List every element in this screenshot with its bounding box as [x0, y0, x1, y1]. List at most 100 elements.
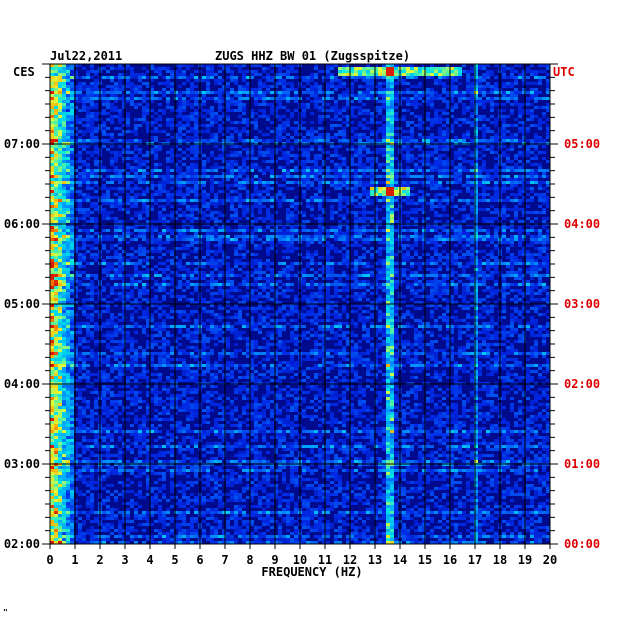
spectrogram-cell: [338, 166, 342, 169]
spectrogram-cell: [162, 187, 166, 190]
spectrogram-cell: [290, 229, 294, 232]
spectrogram-cell: [530, 211, 534, 214]
spectrogram-cell: [282, 145, 286, 148]
spectrogram-cell: [170, 88, 174, 91]
spectrogram-cell: [102, 169, 106, 172]
spectrogram-cell: [530, 109, 534, 112]
spectrogram-cell: [162, 214, 166, 217]
spectrogram-cell: [286, 160, 290, 163]
spectrogram-cell: [254, 235, 258, 238]
spectrogram-cell: [386, 232, 390, 235]
spectrogram-cell: [234, 169, 238, 172]
spectrogram-cell: [314, 67, 318, 70]
spectrogram-cell: [354, 199, 358, 202]
spectrogram-cell: [286, 220, 290, 223]
spectrogram-cell: [94, 127, 98, 130]
spectrogram-cell: [66, 136, 70, 139]
spectrogram-cell: [146, 190, 150, 193]
spectrogram-cell: [214, 136, 218, 139]
spectrogram-cell: [474, 202, 478, 205]
spectrogram-cell: [530, 169, 534, 172]
spectrogram-cell: [386, 241, 390, 244]
spectrogram-cell: [402, 130, 406, 133]
spectrogram-cell: [422, 160, 426, 163]
spectrogram-cell: [354, 175, 358, 178]
spectrogram-cell: [70, 208, 74, 211]
spectrogram-cell: [422, 151, 426, 154]
spectrogram-cell: [446, 196, 450, 199]
spectrogram-cell: [354, 133, 358, 136]
spectrogram-cell: [286, 172, 290, 175]
spectrogram-cell: [158, 163, 162, 166]
spectrogram-cell: [510, 124, 514, 127]
spectrogram-cell: [206, 109, 210, 112]
spectrogram-cell: [354, 76, 358, 79]
spectrogram-cell: [66, 70, 70, 73]
spectrogram-cell: [462, 244, 466, 247]
spectrogram-cell: [170, 232, 174, 235]
spectrogram-cell: [242, 184, 246, 187]
spectrogram-cell: [402, 82, 406, 85]
spectrogram-cell: [406, 211, 410, 214]
spectrogram-cell: [434, 250, 438, 253]
spectrogram-cell: [126, 193, 130, 196]
spectrogram-cell: [146, 91, 150, 94]
spectrogram-cell: [314, 73, 318, 76]
spectrogram-cell: [374, 169, 378, 172]
spectrogram-cell: [178, 67, 182, 70]
spectrogram-cell: [390, 145, 394, 148]
spectrogram-cell: [250, 199, 254, 202]
spectrogram-cell: [150, 130, 154, 133]
spectrogram-cell: [422, 196, 426, 199]
spectrogram-cell: [386, 238, 390, 241]
spectrogram-cell: [502, 94, 506, 97]
spectrogram-cell: [66, 112, 70, 115]
spectrogram-cell: [342, 217, 346, 220]
spectrogram-cell: [382, 133, 386, 136]
spectrogram-cell: [182, 214, 186, 217]
spectrogram-cell: [270, 121, 274, 124]
spectrogram-cell: [270, 103, 274, 106]
spectrogram-cell: [134, 172, 138, 175]
spectrogram-cell: [270, 238, 274, 241]
spectrogram-cell: [330, 76, 334, 79]
spectrogram-cell: [506, 124, 510, 127]
spectrogram-cell: [274, 106, 278, 109]
spectrogram-cell: [254, 73, 258, 76]
spectrogram-cell: [218, 76, 222, 79]
spectrogram-cell: [414, 166, 418, 169]
spectrogram-cell: [314, 199, 318, 202]
spectrogram-cell: [302, 211, 306, 214]
spectrogram-cell: [122, 76, 126, 79]
spectrogram-cell: [202, 154, 206, 157]
spectrogram-cell: [82, 247, 86, 250]
spectrogram-cell: [462, 247, 466, 250]
spectrogram-cell: [366, 121, 370, 124]
spectrogram-cell: [282, 172, 286, 175]
spectrogram-cell: [250, 115, 254, 118]
spectrogram-cell: [206, 79, 210, 82]
spectrogram-cell: [442, 169, 446, 172]
spectrogram-cell: [290, 148, 294, 151]
spectrogram-cell: [318, 70, 322, 73]
spectrogram-cell: [78, 166, 82, 169]
spectrogram-cell: [142, 154, 146, 157]
spectrogram-cell: [290, 112, 294, 115]
spectrogram-cell: [318, 214, 322, 217]
spectrogram-cell: [82, 238, 86, 241]
spectrogram-cell: [538, 76, 542, 79]
spectrogram-cell: [370, 220, 374, 223]
spectrogram-cell: [166, 151, 170, 154]
spectrogram-cell: [362, 184, 366, 187]
spectrogram-cell: [378, 139, 382, 142]
spectrogram-cell: [330, 136, 334, 139]
spectrogram-cell: [530, 187, 534, 190]
spectrogram-cell: [246, 196, 250, 199]
spectrogram-cell: [134, 154, 138, 157]
spectrogram-cell: [546, 82, 550, 85]
spectrogram-cell: [462, 208, 466, 211]
spectrogram-cell: [426, 175, 430, 178]
spectrogram-cell: [114, 250, 118, 253]
spectrogram-cell: [430, 136, 434, 139]
spectrogram-cell: [422, 199, 426, 202]
